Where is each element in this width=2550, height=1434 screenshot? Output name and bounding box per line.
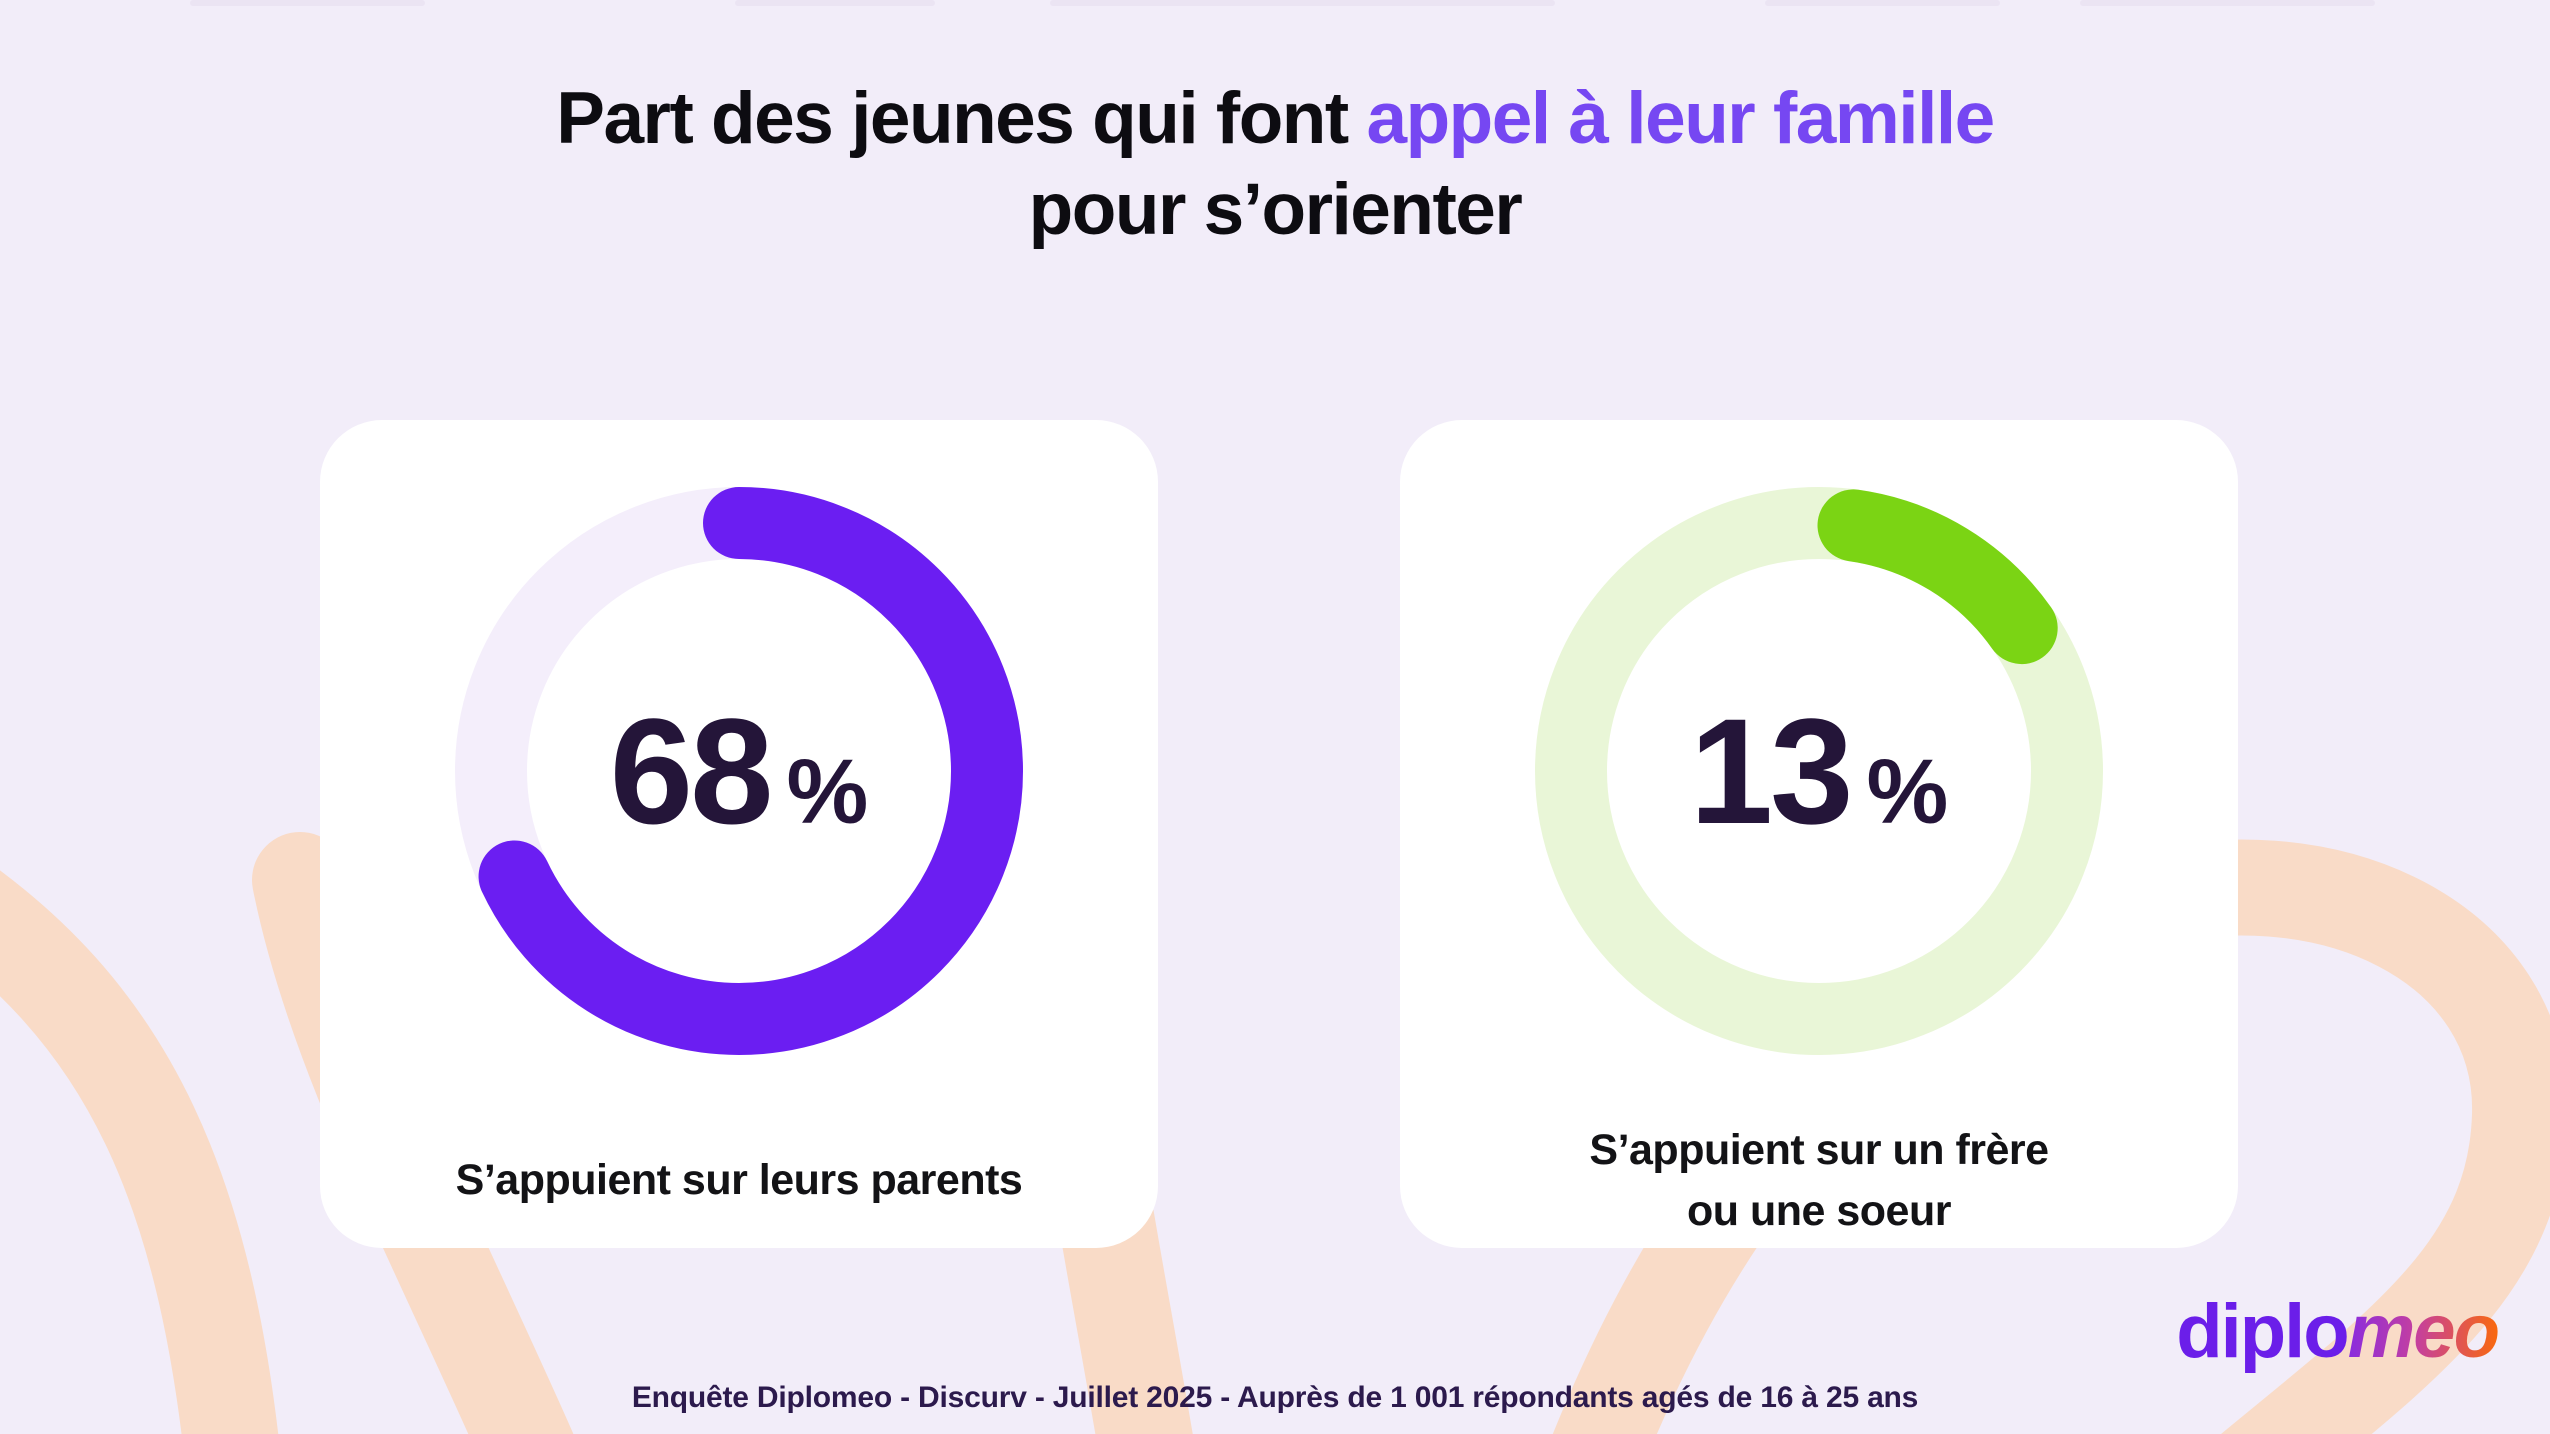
donut-unit: % — [786, 740, 869, 843]
donut-center-value: 13 % — [1535, 487, 2103, 1055]
stat-card-parents: 68 % S’appuient sur leurs parents — [320, 420, 1158, 1248]
page-title-prefix: Part des jeunes qui font — [556, 78, 1367, 159]
source-note: Enquête Diplomeo - Discurv - Juillet 202… — [631, 1381, 1919, 1414]
top-edge-strips — [190, 0, 2375, 6]
card-label-zone: S’appuient sur leurs parents — [320, 1055, 1158, 1248]
donut-arc — [1535, 487, 2103, 1055]
donut-center-value: 68 % — [455, 487, 1023, 1055]
peach-curve-left — [0, 870, 279, 1434]
page-title: Part des jeunes qui font appel à leur fa… — [0, 74, 2550, 255]
donut-arc — [455, 487, 1023, 1055]
donut-value: 68 — [609, 686, 774, 855]
card-label: S’appuient sur leurs parents — [455, 1156, 1023, 1205]
page-title-highlight: appel à leur famille — [1366, 78, 1995, 159]
donut-chart-sibling: 13 % — [1535, 487, 2103, 1055]
brand-logo-meo: meo — [2347, 1289, 2500, 1374]
card-label-zone: S’appuient sur un frère ou une soeur — [1400, 1055, 2238, 1248]
page-title-line1: Part des jeunes qui font appel à leur fa… — [0, 74, 2550, 165]
donut-value: 13 — [1689, 686, 1854, 855]
brand-logo: diplomeo — [2176, 1294, 2500, 1370]
card-label: S’appuient sur un frère ou une soeur — [1589, 1126, 2049, 1235]
stat-card-sibling: 13 % S’appuient sur un frère ou une soeu… — [1400, 420, 2238, 1248]
donut-unit: % — [1866, 740, 1949, 843]
page-title-line2: pour s’orienter — [1028, 168, 1523, 250]
donut-chart-parents: 68 % — [455, 487, 1023, 1055]
brand-logo-diplo: diplo — [2176, 1289, 2350, 1374]
